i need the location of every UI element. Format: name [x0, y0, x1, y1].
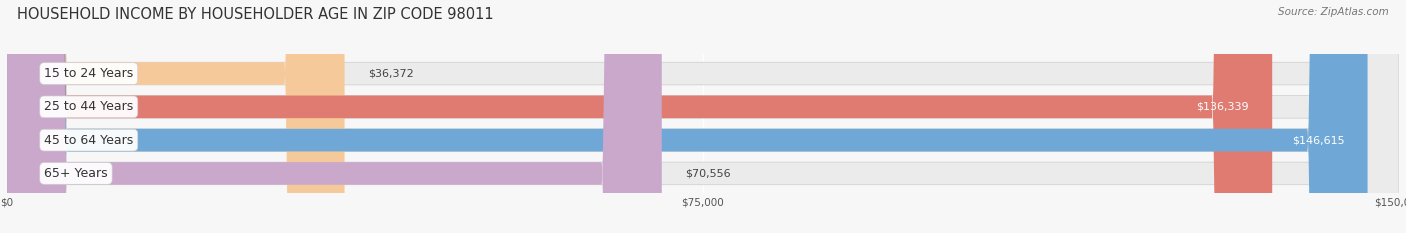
FancyBboxPatch shape — [7, 0, 662, 233]
FancyBboxPatch shape — [7, 0, 1399, 233]
Text: 25 to 44 Years: 25 to 44 Years — [44, 100, 134, 113]
Text: $70,556: $70,556 — [685, 168, 731, 178]
FancyBboxPatch shape — [7, 0, 344, 233]
Text: HOUSEHOLD INCOME BY HOUSEHOLDER AGE IN ZIP CODE 98011: HOUSEHOLD INCOME BY HOUSEHOLDER AGE IN Z… — [17, 7, 494, 22]
Text: $146,615: $146,615 — [1292, 135, 1344, 145]
FancyBboxPatch shape — [7, 0, 1399, 233]
Text: 65+ Years: 65+ Years — [44, 167, 108, 180]
Text: 45 to 64 Years: 45 to 64 Years — [44, 134, 134, 147]
Text: $136,339: $136,339 — [1197, 102, 1249, 112]
Text: $36,372: $36,372 — [368, 69, 413, 79]
FancyBboxPatch shape — [7, 0, 1399, 233]
FancyBboxPatch shape — [7, 0, 1399, 233]
Text: Source: ZipAtlas.com: Source: ZipAtlas.com — [1278, 7, 1389, 17]
FancyBboxPatch shape — [7, 0, 1272, 233]
FancyBboxPatch shape — [7, 0, 1368, 233]
Text: 15 to 24 Years: 15 to 24 Years — [44, 67, 134, 80]
